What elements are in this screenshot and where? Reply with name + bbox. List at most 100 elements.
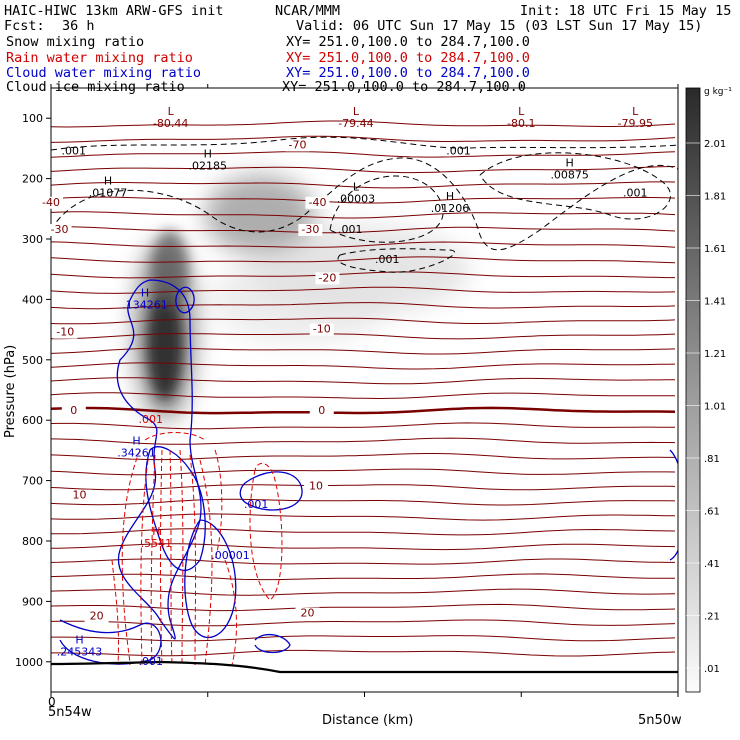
extremum-kind: H xyxy=(566,157,574,170)
rain-water-contour xyxy=(189,454,197,666)
temperature-contour-line xyxy=(51,468,676,476)
extremum-value: .02185 xyxy=(189,160,228,173)
temperature-label: 10 xyxy=(309,480,323,493)
terrain-surface xyxy=(51,660,678,674)
extremum-kind: H xyxy=(104,175,112,188)
colorbar-label: .41 xyxy=(704,559,720,570)
label-mask xyxy=(309,405,334,418)
temperature-contour-line xyxy=(51,558,675,565)
temperature-contour-line xyxy=(51,196,676,204)
temperature-contour-line xyxy=(51,422,676,430)
temperature-contour-line xyxy=(51,437,676,445)
label-mask xyxy=(295,607,320,620)
temperature-label: -40 xyxy=(308,196,326,209)
extremum-kind: H xyxy=(75,634,83,647)
field-rain-name: Rain water mixing ratio xyxy=(6,50,193,66)
cloud-water-contour xyxy=(669,449,678,561)
extremum-value: .134261 xyxy=(122,298,168,311)
extremum-kind: L xyxy=(632,105,639,118)
colorbar-label: 1.61 xyxy=(704,244,726,255)
x-start-label: 5n54w xyxy=(48,705,92,720)
temperature-contour-line xyxy=(51,166,676,174)
extremum-kind: H xyxy=(141,286,149,299)
label-mask xyxy=(309,323,334,336)
temperature-contour-line xyxy=(51,333,676,340)
cloud-water-contour xyxy=(184,519,237,638)
field-cloudwater-xy: XY= 251.0,100.0 to 284.7,100.0 xyxy=(286,65,530,81)
extremum-value: .245343 xyxy=(57,646,103,659)
rain-water-contour xyxy=(121,449,141,666)
y-tick-label: 200 xyxy=(22,173,43,186)
label-mask xyxy=(47,223,72,236)
temperature-contour-line xyxy=(51,226,676,234)
temperature-contour-line xyxy=(51,377,675,385)
terrain-line xyxy=(51,660,678,674)
y-tick-label: 800 xyxy=(22,535,43,548)
temperature-label: -30 xyxy=(51,223,69,236)
field-cloudwater-name: Cloud water mixing ratio xyxy=(6,65,202,81)
rain-water-contour xyxy=(214,449,223,561)
field-snow-xy: XY= 251.0,100.0 to 284.7,100.0 xyxy=(286,34,530,50)
y-tick-label: 600 xyxy=(22,414,43,427)
rain-water-contour xyxy=(144,432,206,441)
temperature-label: -40 xyxy=(42,196,60,209)
cloud-water-contour xyxy=(254,633,291,654)
rain-water-contour xyxy=(160,449,163,666)
contour-value-label: .001 xyxy=(338,223,363,236)
colorbar: 2.011.811.611.411.211.01.81.61.41.21.01 … xyxy=(685,87,732,693)
extremum-kind: L xyxy=(353,181,360,194)
y-tick-label: 300 xyxy=(22,233,43,246)
extremum-value: -80.44 xyxy=(153,117,188,130)
cloud-ice-contour xyxy=(51,136,678,151)
colorbar-label: 2.01 xyxy=(704,139,726,150)
rain-water-contour xyxy=(249,462,283,601)
extremum-value: .01077 xyxy=(89,187,128,200)
contour-value-label: .00001 xyxy=(211,549,250,562)
rain-water-contour xyxy=(199,459,213,666)
temperature-contour-line xyxy=(51,271,675,279)
contour-value-label: .001 xyxy=(62,144,87,157)
extremum-value: .34261 xyxy=(117,446,156,459)
label-mask xyxy=(61,405,86,418)
temperature-contour-line xyxy=(51,513,675,521)
temperature-contour-line xyxy=(51,498,676,506)
cloud-ice-contour xyxy=(329,175,444,243)
cloud-ice-contour xyxy=(479,152,671,220)
colorbar-label: 1.21 xyxy=(704,349,726,360)
init-label: Init: 18 UTC Fri 15 May 15 xyxy=(520,3,732,19)
contour-value-label: .001 xyxy=(446,144,471,157)
rain-water-contour xyxy=(111,559,119,666)
temperature-contour-line xyxy=(51,603,676,612)
temperature-label: 0 xyxy=(318,404,325,417)
y-tick-label: 400 xyxy=(22,293,43,306)
contour-value-label: .001 xyxy=(623,187,648,200)
y-tick-label: 900 xyxy=(22,595,43,608)
extremum-value: .00875 xyxy=(550,169,589,182)
temperature-contour-line xyxy=(51,406,676,415)
x-end-label: 5n50w xyxy=(638,713,682,728)
x-axis-label: Distance (km) xyxy=(322,713,413,728)
y-tick-label: 1000 xyxy=(15,656,43,669)
fcst-value: 36 h xyxy=(62,18,95,34)
temperature-contour-line xyxy=(51,302,676,310)
extremum-kind: L xyxy=(353,105,360,118)
field-snow-name: Snow mixing ratio xyxy=(6,34,145,50)
temperature-label: -20 xyxy=(318,271,336,284)
contour-value-label: .001 xyxy=(244,498,269,511)
cloud-water-contour xyxy=(175,286,195,314)
cloud-ice-contour xyxy=(337,248,456,273)
cloud-ice-contour xyxy=(51,157,678,251)
colorbar-label: .61 xyxy=(704,507,720,518)
cloud-ice-contours xyxy=(51,136,678,273)
extremum-kind: H xyxy=(446,190,454,203)
extremum-kind: L xyxy=(168,105,175,118)
model-title: HAIC-HIWC 13km ARW-GFS init xyxy=(4,3,224,19)
temperature-contour-line xyxy=(51,573,675,581)
extremum-value: .00003 xyxy=(337,193,376,206)
temperature-contour-line xyxy=(51,151,676,158)
label-mask xyxy=(298,223,323,236)
cloud-water-contour xyxy=(145,446,206,572)
temperature-contour-line xyxy=(51,588,676,596)
temperature-label: 20 xyxy=(301,607,315,620)
